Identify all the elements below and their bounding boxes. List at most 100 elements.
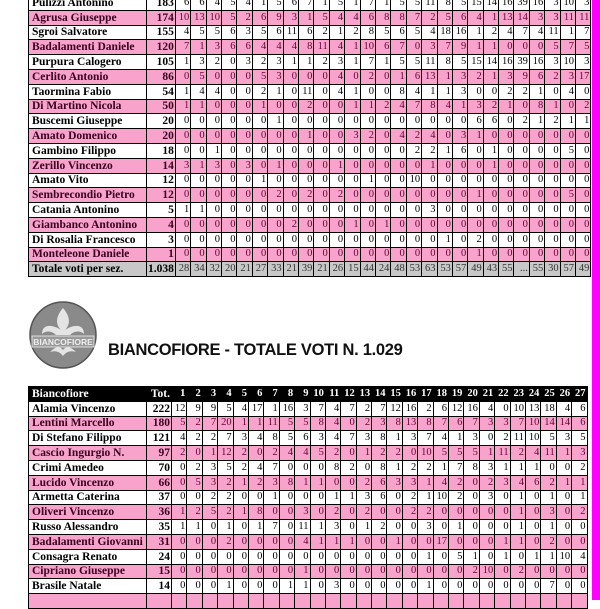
section-votes: 2 xyxy=(355,504,373,521)
section-votes: 1 xyxy=(509,459,526,476)
section-votes: 5 xyxy=(186,474,203,491)
section-votes: 0 xyxy=(359,216,376,233)
section-votes: 0 xyxy=(297,68,315,85)
section-votes: 1 xyxy=(344,54,361,70)
section-votes: 55 xyxy=(498,261,515,278)
section-votes: 0 xyxy=(267,172,284,189)
total-votes: 14 xyxy=(146,578,172,595)
section-votes: 0 xyxy=(498,142,515,159)
section-votes: 13 xyxy=(401,415,419,432)
section-votes: 8 xyxy=(263,430,280,447)
section-votes: 1 xyxy=(170,519,188,535)
section-votes: 2 xyxy=(232,459,249,476)
section-votes: 0 xyxy=(528,172,546,189)
section-votes: 0 xyxy=(405,187,423,204)
section-votes: 0 xyxy=(524,533,542,550)
section-votes: 1 xyxy=(448,519,465,535)
section-votes: 7 xyxy=(340,430,357,447)
section-votes: 0 xyxy=(498,216,515,233)
section-votes: 48 xyxy=(390,261,407,278)
section-votes: 3 xyxy=(421,39,438,56)
section-votes: 2 xyxy=(401,504,419,521)
section-votes: 5 xyxy=(190,24,207,41)
section-votes: 0 xyxy=(451,231,469,248)
section-votes: 0 xyxy=(278,519,296,535)
section-votes: 0 xyxy=(371,504,388,521)
section-votes: 7 xyxy=(509,415,526,432)
section-votes: 0 xyxy=(294,489,311,506)
section-votes: 2 xyxy=(467,231,484,248)
section-votes: 1 xyxy=(540,548,557,565)
section-votes: 0 xyxy=(498,128,515,144)
section-votes: 0 xyxy=(205,68,223,85)
section-votes: 1 xyxy=(436,142,453,159)
section-votes: 3 xyxy=(451,128,469,144)
section-votes: 39 xyxy=(513,0,530,11)
section-votes: 0 xyxy=(344,157,361,174)
section-votes: 2 xyxy=(421,9,438,26)
section-votes: 0 xyxy=(494,563,511,580)
section-votes: 0 xyxy=(374,68,392,85)
section-votes: 8 xyxy=(436,0,453,11)
section-votes: 5 xyxy=(267,0,284,11)
section-votes: 1 xyxy=(482,39,500,56)
candidate-name: Alamia Vincenzo xyxy=(28,400,147,417)
section-votes: 0 xyxy=(263,533,280,550)
section-votes: 1 xyxy=(324,489,342,506)
section-votes: 3 xyxy=(544,0,561,11)
section-votes: 3 xyxy=(421,202,438,218)
section-votes: 55 xyxy=(528,261,546,278)
section-votes: 21 xyxy=(236,261,253,278)
section-votes: 3 xyxy=(478,489,496,506)
candidate-name: Brasile Natale xyxy=(28,578,147,595)
total-votes: 222 xyxy=(146,400,172,417)
section-votes: 2 xyxy=(540,474,557,491)
section-votes: 4 xyxy=(390,98,407,115)
section-votes: 0 xyxy=(359,231,376,248)
section-votes: 0 xyxy=(328,216,346,233)
table-row: Sgroi Salvatore 155 4 5 5 6 3 5 6 11 6 2 1 2 8 5 6 5 4 18 16… xyxy=(28,24,592,41)
section-votes: 14 xyxy=(555,415,573,432)
section-votes: 0 xyxy=(174,113,192,130)
section-votes xyxy=(448,593,465,609)
section-votes: 3 xyxy=(174,157,192,174)
section-votes: 9 xyxy=(294,386,311,402)
section-votes: 17 xyxy=(432,533,450,550)
section-votes: 0 xyxy=(324,563,342,580)
section-votes: 1 xyxy=(282,54,300,70)
candidate-name: Totale voti per sez. xyxy=(28,261,147,278)
section-votes: 2 xyxy=(467,68,484,85)
section-votes: 0 xyxy=(247,548,265,565)
section-votes: 0 xyxy=(267,98,284,115)
section-votes: 0 xyxy=(190,187,207,204)
section-votes: 0 xyxy=(498,157,515,174)
section-votes: 0 xyxy=(575,187,592,204)
section-votes: 1 xyxy=(498,98,515,115)
section-votes: 2 xyxy=(405,142,423,159)
section-votes: 7 xyxy=(405,9,423,26)
section-votes: 1 xyxy=(524,548,542,565)
section-votes: 0 xyxy=(371,563,388,580)
section-votes: 0 xyxy=(463,533,480,550)
section-votes: 4 xyxy=(467,9,484,26)
section-votes: 3 xyxy=(544,9,561,26)
section-votes: 7 xyxy=(340,400,357,417)
section-votes: 1 xyxy=(328,157,346,174)
section-votes: 0 xyxy=(463,504,480,521)
section-votes: 1 xyxy=(232,474,249,491)
section-votes: 0 xyxy=(571,533,588,550)
section-votes: 1 xyxy=(232,415,249,432)
section-votes: 0 xyxy=(205,202,223,218)
section-votes: 1 xyxy=(263,400,280,417)
section-votes: 0 xyxy=(221,54,238,70)
section-votes: 2 xyxy=(217,474,234,491)
section-votes: 7 xyxy=(263,459,280,476)
section-votes: 0 xyxy=(186,578,203,595)
section-votes: 0 xyxy=(313,98,330,115)
section-votes: 0 xyxy=(186,548,203,565)
section-votes: 2 xyxy=(575,98,592,115)
section-votes: 1 xyxy=(374,0,392,11)
section-votes: 6 xyxy=(371,474,388,491)
section-votes: 0 xyxy=(374,142,392,159)
section-votes: 0 xyxy=(190,231,207,248)
